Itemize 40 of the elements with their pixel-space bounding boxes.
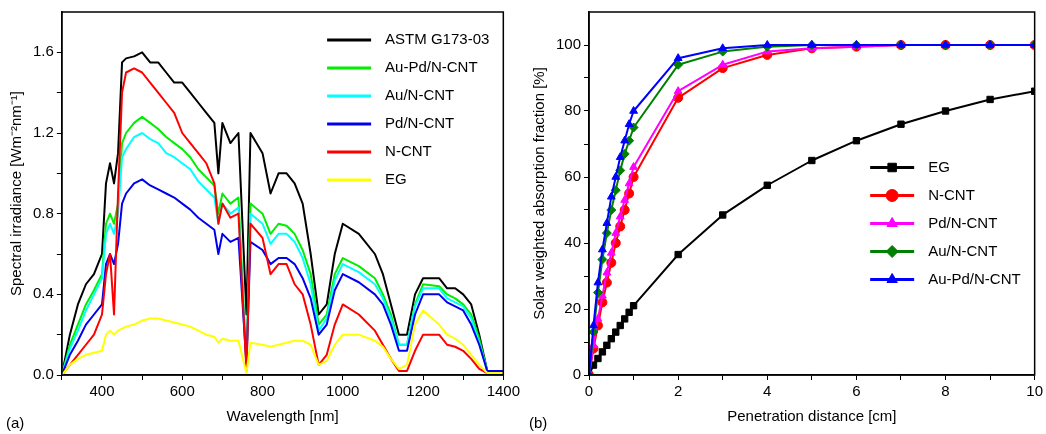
text: (a) (6, 414, 25, 431)
x-tick-label: 400 (89, 382, 115, 400)
legend-label: Pd/N-CNT (928, 213, 998, 231)
x-tick-label: 6 (852, 382, 861, 400)
legend-label: N-CNT (385, 142, 432, 160)
y-tick-label: 60 (564, 167, 582, 185)
x-tick-label: 1000 (326, 382, 360, 400)
legend-label: Au-Pd/N-CNT (928, 269, 1021, 287)
y-axis-title: Spectral irradiance [Wm⁻²nm⁻¹] (7, 90, 25, 297)
legend-label: Au-Pd/N-CNT (385, 58, 478, 76)
x-axis-title: Wavelength [nm] (226, 407, 339, 425)
y-tick-label: 80 (564, 101, 582, 119)
x-tick-label: 4 (763, 382, 772, 400)
y-tick-label: 0.8 (32, 203, 54, 221)
y-tick-label: 40 (564, 233, 582, 251)
x-tick-label: 1200 (406, 382, 440, 400)
x-axis-title: Penetration distance [cm] (727, 407, 897, 425)
y-tick-label: 20 (564, 299, 582, 317)
x-tick-label: 800 (250, 382, 276, 400)
y-tick-label: 100 (556, 35, 582, 53)
y-tick-label: 0.4 (32, 284, 54, 302)
x-tick-label: 1400 (486, 382, 520, 400)
legend-label: Au/N-CNT (928, 241, 998, 259)
y-tick-label: 0 (572, 365, 582, 383)
legend-label: N-CNT (928, 185, 975, 203)
y-axis-title: Solar weighted absorption fraction [%] (530, 67, 548, 320)
x-tick-label: 8 (941, 382, 950, 400)
text: (b) (529, 414, 548, 431)
legend-label: EG (928, 157, 950, 175)
x-tick-label: 600 (169, 382, 195, 400)
legend-label: Au/N-CNT (385, 86, 455, 104)
x-tick-label: 10 (1026, 382, 1043, 400)
legend-label: Pd/N-CNT (385, 114, 455, 132)
x-tick-label: 0 (584, 382, 594, 400)
y-tick-label: 0.0 (32, 365, 54, 383)
y-tick-label: 1.6 (32, 42, 54, 60)
x-tick-label: 2 (673, 382, 683, 400)
y-tick-label: 1.2 (32, 123, 54, 141)
legend-label: ASTM G173-03 (385, 30, 490, 48)
legend-label: EG (385, 170, 407, 188)
